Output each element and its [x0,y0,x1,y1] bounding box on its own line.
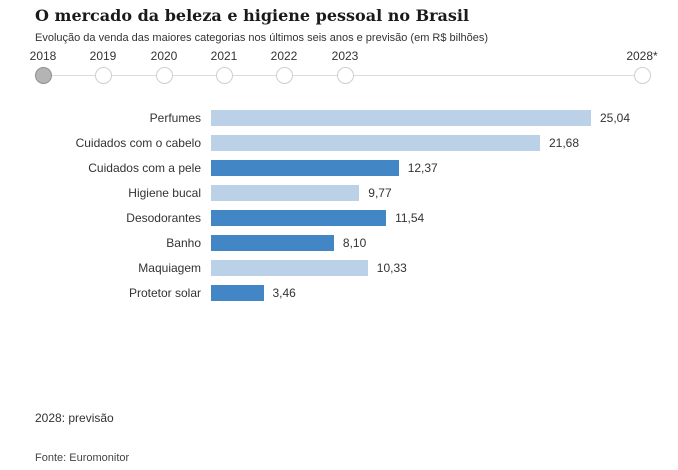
chart-row: Cuidados com o cabelo 21,68 [35,130,652,155]
category-label: Perfumes [149,110,201,125]
value-label: 10,33 [376,260,407,275]
year-timeline-slider: 2018 2019 2020 2021 2022 2023 2028* [30,49,658,85]
timeline-year-label-2028[interactable]: 2028* [626,49,658,63]
chart-row: Maquiagem 10,33 [35,255,652,280]
chart-row: Desodorantes 11,54 [35,205,652,230]
value-label: 25,04 [600,110,631,125]
value-label: 8,10 [342,235,367,250]
bar-dark [211,234,334,251]
chart-source: Fonte: Euromonitor [35,452,130,464]
timeline-year-stop-2028[interactable] [633,67,651,84]
timeline-year-stop-2020[interactable] [155,67,173,84]
timeline-year-stop-2019[interactable] [94,67,112,84]
timeline-year-label-2023[interactable]: 2023 [331,49,359,63]
timeline-year-label-2022[interactable]: 2022 [270,49,298,63]
category-label: Higiene bucal [128,185,201,200]
timeline-year-stop-2022[interactable] [275,67,293,84]
timeline-year-label-2018[interactable]: 2018 [29,49,57,63]
category-label: Banho [166,235,201,250]
bar-light [211,184,360,201]
value-label: 3,46 [272,285,296,300]
category-label: Maquiagem [138,260,201,275]
value-label: 12,37 [407,160,438,175]
value-label: 11,54 [395,210,425,225]
timeline-year-stop-2023[interactable] [336,67,354,84]
bar-chart: Perfumes 25,04 Cuidados com o cabelo 21,68 C… [35,105,652,305]
bar-light [211,134,540,151]
value-label: 21,68 [549,135,580,150]
bar-dark [211,159,399,176]
timeline-year-label-2020[interactable]: 2020 [150,49,178,63]
chart-row: Cuidados com a pele 12,37 [35,155,652,180]
bar-dark [211,209,387,226]
timeline-year-stop-2018-selected[interactable] [34,67,52,84]
value-label: 9,77 [368,185,392,200]
bar-dark [211,284,264,301]
category-label: Desodorantes [126,210,201,225]
chart-row: Protetor solar 3,46 [35,280,652,305]
chart-subtitle: Evolução da venda das maiores categorias… [35,32,489,44]
timeline-year-label-2019[interactable]: 2019 [89,49,117,63]
chart-footnote: 2028: previsão [35,411,114,425]
bar-light [211,259,368,276]
timeline-year-label-2021[interactable]: 2021 [210,49,238,63]
timeline-year-stop-2021[interactable] [215,67,233,84]
chart-row: Higiene bucal 9,77 [35,180,652,205]
chart-title: O mercado da beleza e higiene pessoal no… [35,6,470,25]
category-label: Cuidados com a pele [88,160,201,175]
category-label: Protetor solar [128,285,201,300]
chart-row: Perfumes 25,04 [35,105,652,130]
bar-light [211,109,591,126]
category-label: Cuidados com o cabelo [75,135,201,150]
chart-row: Banho 8,10 [35,230,652,255]
